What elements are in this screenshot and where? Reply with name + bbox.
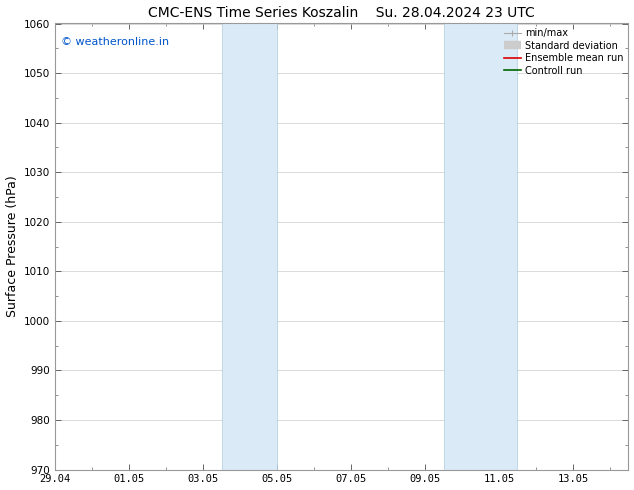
Text: © weatheronline.in: © weatheronline.in — [61, 37, 169, 47]
Legend: min/max, Standard deviation, Ensemble mean run, Controll run: min/max, Standard deviation, Ensemble me… — [501, 26, 626, 77]
Bar — [444, 24, 517, 469]
Bar — [222, 24, 277, 469]
Y-axis label: Surface Pressure (hPa): Surface Pressure (hPa) — [6, 176, 18, 318]
Title: CMC-ENS Time Series Koszalin    Su. 28.04.2024 23 UTC: CMC-ENS Time Series Koszalin Su. 28.04.2… — [148, 5, 535, 20]
